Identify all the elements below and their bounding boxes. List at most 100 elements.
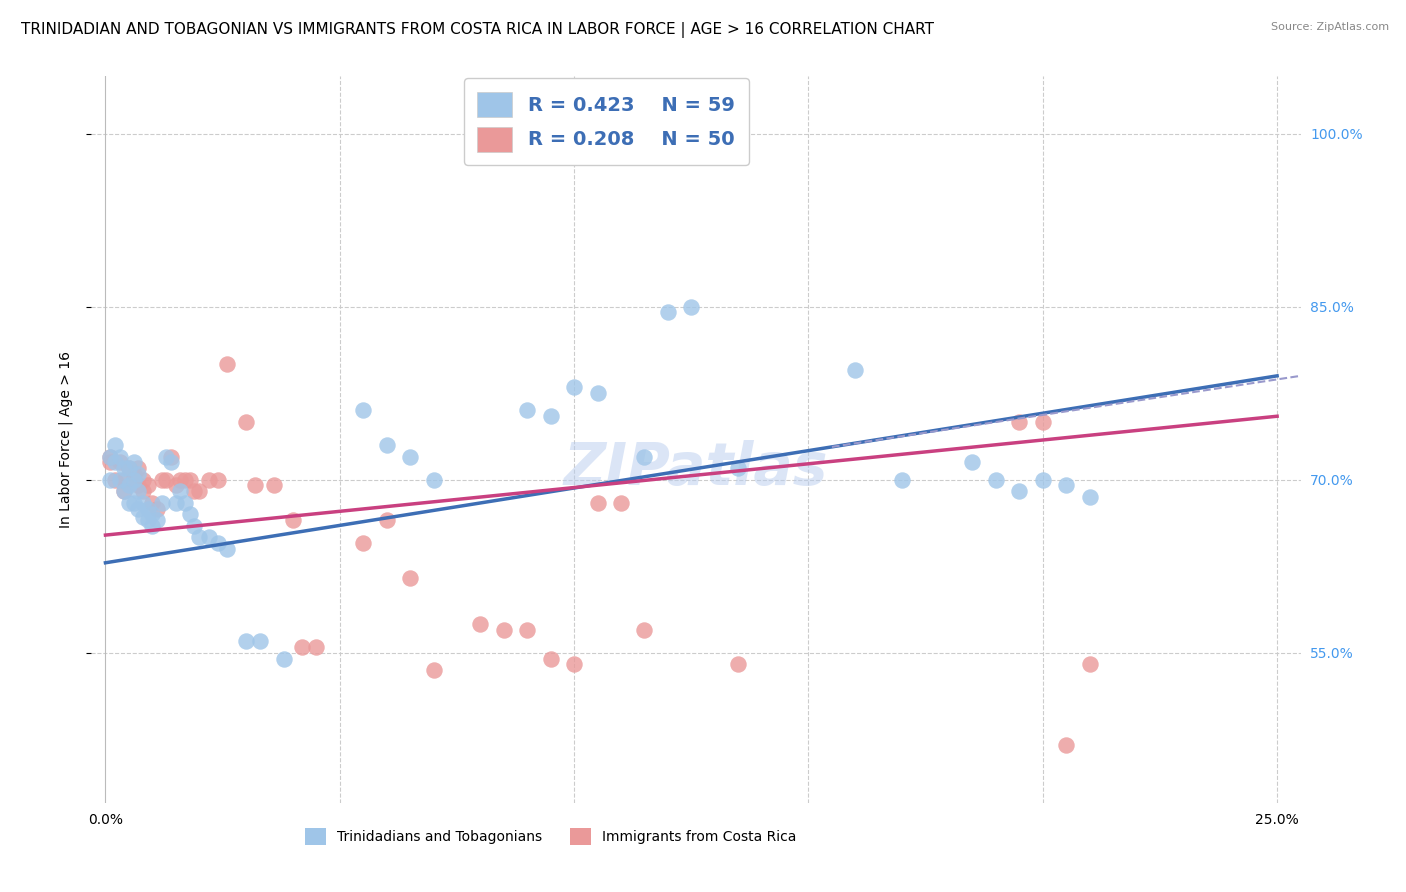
Point: [207, 536, 229, 550]
Point: [150, 496, 173, 510]
Point: [112, 484, 135, 499]
Point: [470, 616, 492, 631]
Point: [98, 450, 121, 464]
Text: TRINIDADIAN AND TOBAGONIAN VS IMMIGRANTS FROM COSTA RICA IN LABOR FORCE | AGE > : TRINIDADIAN AND TOBAGONIAN VS IMMIGRANTS…: [21, 22, 934, 38]
Point: [118, 461, 141, 475]
Point: [108, 473, 131, 487]
Point: [118, 461, 141, 475]
Point: [132, 473, 155, 487]
Point: [169, 473, 191, 487]
Point: [197, 473, 219, 487]
Point: [235, 415, 257, 429]
Point: [305, 640, 328, 654]
Point: [1008, 484, 1031, 499]
Point: [122, 467, 145, 481]
Point: [150, 473, 173, 487]
Point: [118, 478, 141, 492]
Point: [127, 478, 149, 492]
Point: [155, 473, 177, 487]
Point: [122, 473, 145, 487]
Point: [118, 496, 141, 510]
Point: [155, 450, 177, 464]
Legend: Trinidadians and Tobagonians, Immigrants from Costa Rica: Trinidadians and Tobagonians, Immigrants…: [299, 822, 801, 850]
Point: [98, 455, 121, 469]
Point: [188, 484, 211, 499]
Point: [235, 634, 257, 648]
Point: [562, 657, 585, 672]
Point: [962, 455, 984, 469]
Point: [174, 473, 197, 487]
Point: [633, 450, 655, 464]
Point: [141, 508, 163, 522]
Point: [174, 496, 197, 510]
Point: [657, 305, 679, 319]
Point: [1078, 490, 1101, 504]
Point: [165, 478, 187, 492]
Point: [108, 450, 131, 464]
Point: [136, 513, 159, 527]
Point: [122, 496, 145, 510]
Text: Source: ZipAtlas.com: Source: ZipAtlas.com: [1271, 22, 1389, 32]
Point: [207, 473, 229, 487]
Point: [165, 496, 187, 510]
Point: [610, 496, 633, 510]
Point: [104, 438, 127, 452]
Point: [104, 473, 127, 487]
Point: [844, 363, 866, 377]
Point: [132, 509, 155, 524]
Point: [169, 484, 191, 499]
Point: [540, 651, 562, 665]
Point: [291, 640, 314, 654]
Point: [217, 357, 239, 371]
Point: [727, 657, 749, 672]
Point: [141, 496, 163, 510]
Y-axis label: In Labor Force | Age > 16: In Labor Force | Age > 16: [59, 351, 73, 528]
Point: [1054, 738, 1077, 752]
Point: [399, 571, 422, 585]
Point: [183, 519, 205, 533]
Point: [1032, 415, 1054, 429]
Point: [586, 496, 609, 510]
Point: [188, 530, 211, 544]
Text: ZIPatlas: ZIPatlas: [564, 440, 828, 497]
Point: [1054, 478, 1077, 492]
Point: [249, 634, 271, 648]
Point: [516, 623, 538, 637]
Point: [245, 478, 267, 492]
Point: [727, 461, 749, 475]
Point: [122, 455, 145, 469]
Point: [127, 461, 149, 475]
Point: [562, 380, 585, 394]
Point: [160, 455, 183, 469]
Point: [127, 467, 149, 481]
Point: [136, 478, 159, 492]
Point: [352, 536, 374, 550]
Point: [633, 623, 655, 637]
Point: [516, 403, 538, 417]
Point: [132, 496, 155, 510]
Point: [984, 473, 1007, 487]
Point: [98, 473, 121, 487]
Point: [112, 461, 135, 475]
Point: [141, 519, 163, 533]
Point: [179, 508, 201, 522]
Point: [136, 501, 159, 516]
Point: [399, 450, 422, 464]
Point: [586, 386, 609, 401]
Point: [1008, 415, 1031, 429]
Point: [127, 501, 149, 516]
Point: [98, 450, 121, 464]
Point: [146, 501, 169, 516]
Point: [183, 484, 205, 499]
Point: [112, 484, 135, 499]
Point: [132, 484, 155, 499]
Point: [422, 663, 444, 677]
Point: [112, 473, 135, 487]
Point: [1078, 657, 1101, 672]
Point: [540, 409, 562, 424]
Point: [197, 530, 219, 544]
Point: [891, 473, 914, 487]
Point: [108, 455, 131, 469]
Point: [217, 541, 239, 556]
Point: [375, 438, 398, 452]
